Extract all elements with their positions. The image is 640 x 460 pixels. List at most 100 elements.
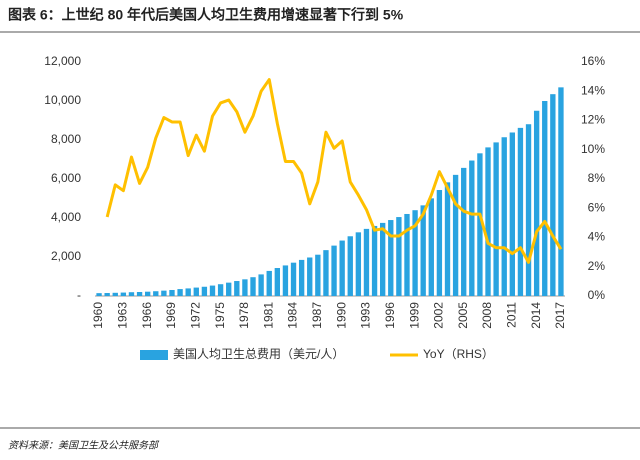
chart-title: 图表 6：上世纪 80 年代后美国人均卫生费用增速显著下行到 5%	[8, 7, 404, 23]
bar	[469, 160, 475, 296]
bar	[136, 292, 143, 296]
bar	[485, 147, 491, 296]
bar	[282, 265, 289, 296]
y2-tick-label: 6%	[588, 200, 606, 214]
bar	[452, 174, 459, 296]
bar	[355, 232, 362, 296]
x-tick-label: 1978	[237, 302, 251, 329]
x-tick-label: 1984	[286, 302, 300, 329]
x-tick-label: 2017	[553, 302, 567, 329]
x-tick-label: 2011	[504, 302, 518, 328]
bar	[371, 225, 378, 296]
bar	[493, 142, 499, 296]
x-tick-label: 1969	[164, 302, 178, 329]
bar	[363, 228, 370, 296]
x-tick-label: 1990	[334, 302, 348, 329]
bar	[226, 282, 232, 296]
bar	[542, 101, 548, 296]
bar	[96, 293, 102, 296]
x-tick-label: 2002	[432, 302, 446, 329]
y2-tick-label: 0%	[588, 288, 606, 302]
bar	[444, 182, 451, 296]
y-tick-label: 10,000	[44, 93, 81, 107]
y2-tick-label: 8%	[588, 171, 606, 185]
y2-tick-label: 14%	[581, 83, 605, 97]
bar	[379, 222, 386, 296]
bar	[412, 210, 418, 296]
bar	[153, 291, 159, 296]
bar	[420, 205, 426, 296]
y-tick-label: 4,000	[51, 210, 81, 224]
y-tick-label: 12,000	[44, 54, 81, 68]
bar	[525, 124, 532, 296]
x-tick-label: 2014	[529, 302, 543, 329]
x-tick-label: 2005	[456, 302, 470, 329]
bar	[404, 213, 410, 296]
bar	[217, 284, 224, 296]
bar	[461, 167, 467, 296]
x-tick-label: 2008	[480, 302, 494, 329]
x-tick-label: 1993	[359, 302, 373, 329]
bar	[104, 293, 110, 296]
line	[105, 78, 563, 264]
bar	[201, 286, 208, 296]
bar	[274, 268, 281, 296]
bar	[266, 270, 272, 296]
bar	[428, 198, 434, 296]
x-tick-label: 1996	[383, 302, 397, 329]
bar	[477, 153, 483, 296]
bar	[177, 289, 183, 296]
y2-tick-label: 12%	[581, 113, 605, 127]
legend-label: 美国人均卫生总费用（美元/人）	[173, 347, 344, 361]
bar	[396, 217, 402, 296]
legend-swatch	[140, 350, 168, 360]
y2-tick-label: 10%	[581, 142, 605, 156]
bar	[331, 245, 337, 296]
bar	[290, 262, 297, 296]
bar	[347, 236, 353, 296]
bar	[193, 287, 199, 296]
bar	[209, 285, 216, 296]
bar	[388, 220, 394, 296]
y-tick-label: 6,000	[51, 171, 81, 185]
y2-tick-label: 2%	[588, 259, 606, 273]
bar	[550, 94, 556, 296]
bar	[298, 259, 305, 296]
legend-label: YoY（RHS）	[423, 347, 494, 361]
bar	[161, 290, 167, 296]
bar	[250, 277, 256, 296]
bar	[436, 190, 443, 296]
bar	[339, 240, 345, 296]
bar	[323, 250, 329, 296]
bar	[307, 257, 313, 296]
y2-tick-label: 4%	[588, 230, 606, 244]
bar	[144, 291, 151, 296]
bar	[112, 292, 118, 296]
x-tick-label: 1966	[140, 302, 154, 329]
bar	[234, 281, 240, 296]
x-tick-label: 1987	[310, 302, 324, 329]
x-tick-label: 1981	[261, 302, 275, 329]
x-tick-label: 1975	[213, 302, 227, 329]
bar	[185, 288, 191, 296]
bar	[128, 292, 135, 296]
x-tick-label: 1963	[116, 302, 130, 329]
bar	[120, 292, 127, 296]
source-note: 资料来源：美国卫生及公共服务部	[8, 440, 160, 452]
bar	[558, 87, 564, 296]
bar	[501, 137, 507, 296]
bar	[315, 254, 321, 296]
bar	[509, 132, 516, 296]
x-tick-label: 1972	[188, 302, 202, 329]
y-tick-label: 2,000	[51, 249, 81, 263]
y2-tick-label: 16%	[581, 54, 605, 68]
bar	[517, 127, 524, 296]
bar	[242, 279, 248, 296]
x-tick-label: 1960	[91, 302, 105, 329]
bar	[169, 289, 175, 296]
y-tick-label: -	[77, 288, 81, 302]
bar	[533, 110, 540, 296]
x-tick-label: 1999	[407, 302, 421, 329]
